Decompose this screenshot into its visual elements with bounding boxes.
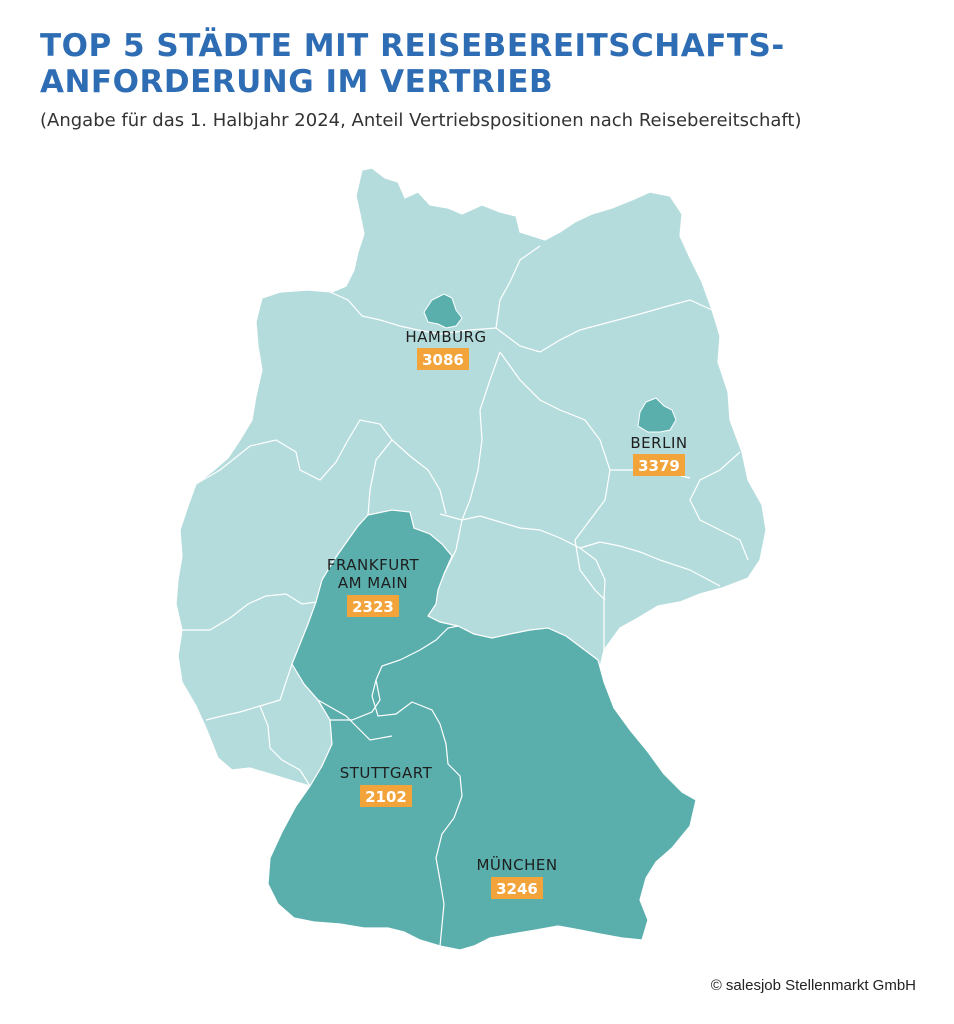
hamburg-area [423,293,463,329]
city-name-hamburg: HAMBURG [405,328,486,346]
city-name-berlin: BERLIN [630,434,687,452]
city-badge-frankfurt [347,595,399,617]
city-badge-hamburg [417,348,469,370]
city-badge-muenchen [491,877,543,899]
title-line-2: ANFORDERUNG IM VERTRIEB [40,64,554,100]
copyright-notice: © salesjob Stellenmarkt GmbH [710,977,916,994]
city-name-frankfurt-line1: FRANKFURT [327,556,420,574]
city-value-stuttgart: 2102 [365,788,407,806]
region-south-highlight [267,509,697,951]
city-value-frankfurt: 2323 [352,598,394,616]
city-name-frankfurt-line2: AM MAIN [338,574,408,592]
berlin-area [637,397,677,433]
city-value-muenchen: 3246 [496,880,538,898]
city-value-hamburg: 3086 [422,351,464,369]
city-badge-stuttgart [360,785,412,807]
city-value-berlin: 3379 [638,457,680,475]
city-name-muenchen: MÜNCHEN [476,855,557,874]
city-label-hamburg: HAMBURG 3086 [405,328,486,370]
title-line-1: TOP 5 STÄDTE MIT REISEBEREITSCHAFTS- [40,28,785,64]
city-label-muenchen: MÜNCHEN 3246 [476,855,557,899]
city-badge-berlin [633,454,685,476]
city-label-berlin: BERLIN 3379 [630,434,687,476]
page-title: TOP 5 STÄDTE MIT REISEBEREITSCHAFTS- ANF… [40,28,785,100]
city-label-frankfurt: FRANKFURT AM MAIN 2323 [327,556,420,617]
state-borders [182,245,749,947]
subtitle: (Angabe für das 1. Halbjahr 2024, Anteil… [40,110,802,131]
city-label-stuttgart: STUTTGART 2102 [340,764,433,807]
city-name-stuttgart: STUTTGART [340,764,433,782]
